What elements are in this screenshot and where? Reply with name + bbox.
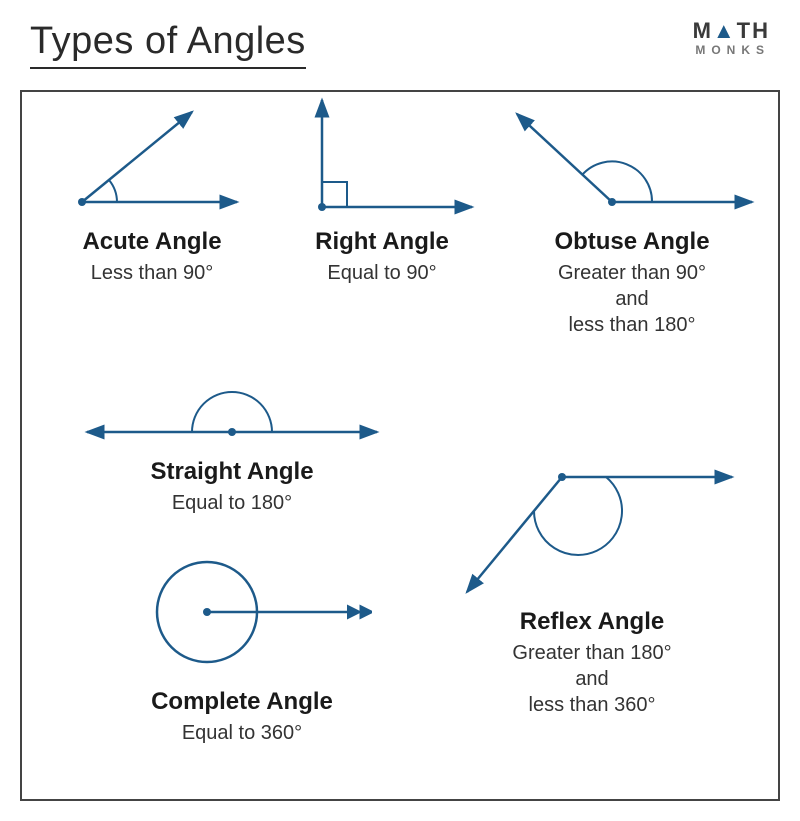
logo-text: TH bbox=[737, 18, 770, 43]
panel-right: Right Angle Equal to 90° bbox=[282, 92, 482, 286]
angle-desc: Less than 90° bbox=[42, 260, 262, 286]
angle-name: Obtuse Angle bbox=[502, 228, 762, 256]
panel-obtuse: Obtuse Angle Greater than 90° and less t… bbox=[502, 102, 762, 338]
angle-name: Complete Angle bbox=[112, 688, 372, 716]
complete-angle-diagram bbox=[112, 542, 372, 682]
logo-line-2: MONKS bbox=[693, 44, 770, 56]
acute-angle-diagram bbox=[52, 102, 252, 222]
logo-line-1: M▲TH bbox=[693, 20, 770, 42]
angle-name: Right Angle bbox=[282, 228, 482, 256]
content-frame: Acute Angle Less than 90° Right Angle Eq… bbox=[20, 90, 780, 801]
angle-name: Acute Angle bbox=[42, 228, 262, 256]
angle-desc: Equal to 180° bbox=[72, 490, 392, 516]
panel-reflex: Reflex Angle Greater than 180° and less … bbox=[442, 402, 742, 718]
header: Types of Angles M▲TH MONKS bbox=[30, 20, 770, 69]
right-angle-diagram bbox=[282, 92, 482, 222]
angle-desc: Equal to 90° bbox=[282, 260, 482, 286]
panel-straight: Straight Angle Equal to 180° bbox=[72, 362, 392, 516]
angle-desc: Equal to 360° bbox=[112, 720, 372, 746]
angle-desc: Greater than 180° and less than 360° bbox=[442, 640, 742, 718]
obtuse-angle-diagram bbox=[502, 102, 762, 222]
triangle-icon: ▲ bbox=[713, 18, 737, 43]
panel-complete: Complete Angle Equal to 360° bbox=[112, 542, 372, 746]
straight-angle-diagram bbox=[72, 362, 392, 452]
logo-text: M bbox=[693, 18, 713, 43]
panel-acute: Acute Angle Less than 90° bbox=[42, 102, 262, 286]
angle-name: Reflex Angle bbox=[442, 608, 742, 636]
angle-desc: Greater than 90° and less than 180° bbox=[502, 260, 762, 338]
angle-name: Straight Angle bbox=[72, 458, 392, 486]
brand-logo: M▲TH MONKS bbox=[693, 20, 770, 56]
page-title: Types of Angles bbox=[30, 20, 306, 69]
reflex-angle-diagram bbox=[442, 402, 742, 602]
